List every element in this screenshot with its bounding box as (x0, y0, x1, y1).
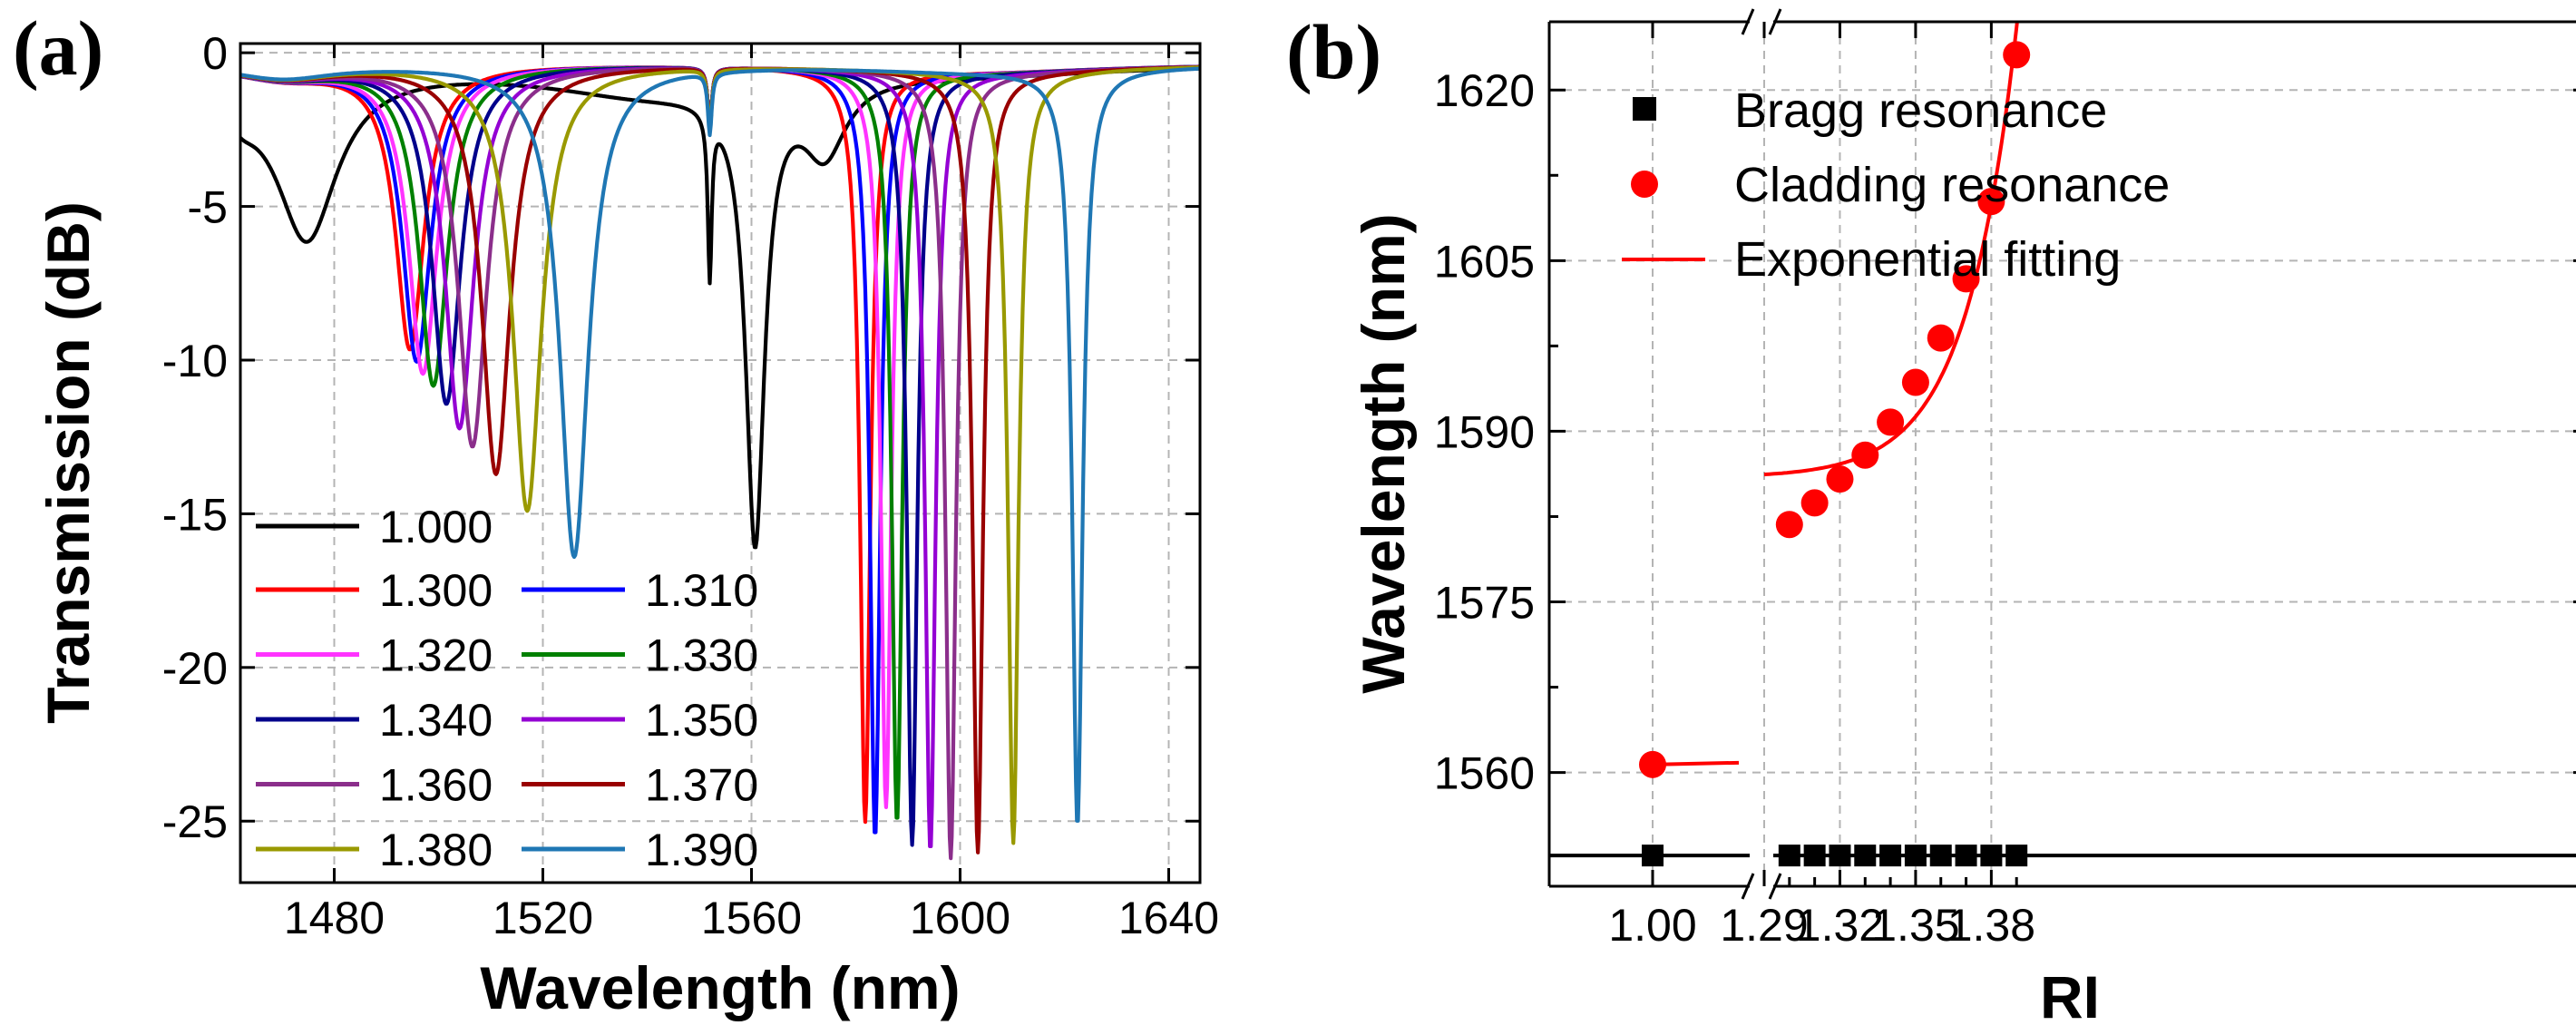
legend-label-1.000: 1.000 (379, 502, 493, 552)
bragg-point (1955, 845, 1977, 867)
panel-b-legend: Bragg resonance Cladding resonance Exponen… (1622, 83, 2170, 287)
cladding-point (1927, 324, 1955, 352)
bragg-point (1803, 845, 1826, 867)
cladding-point (2003, 41, 2031, 69)
axis-break-mark (1741, 873, 1755, 900)
panel-b-frame (1547, 8, 2576, 900)
bragg-point (1642, 845, 1664, 867)
panel-a-y-axis-title: Transmission (dB) (34, 201, 102, 724)
panel-a-y-tick-label: -25 (162, 796, 228, 847)
panel-b-x-axis-title: RI (2040, 963, 2100, 1030)
cladding-point (1826, 465, 1854, 493)
panel-b-label: (b) (1286, 8, 1381, 95)
axis-break-mark (1741, 8, 1755, 35)
panel-a-y-tick-label: -20 (162, 643, 228, 694)
panel-a-curves (240, 64, 1200, 861)
transmission-curve-1.390 (240, 66, 1200, 823)
panel-a-x-tick-label: 1520 (493, 893, 593, 943)
legend-label-1.310: 1.310 (645, 565, 758, 616)
legend-label-1.370: 1.370 (645, 760, 758, 811)
bragg-point (2005, 845, 2028, 867)
cladding-point (1775, 511, 1803, 539)
cladding-point (1851, 441, 1879, 469)
panel-b-x-tick-label: 1.35 (1871, 900, 1959, 951)
panel-a-ticks: 1480 1520 1560 1600 1640 -25 -20 -15 -10 -5 0 (162, 28, 1219, 943)
panel-a-y-tick-label: -10 (162, 336, 228, 386)
panel-b-y-tick-label: 1575 (1434, 578, 1535, 629)
panel-a-y-tick-label: -15 (162, 489, 228, 540)
bragg-point (1904, 845, 1927, 867)
legend-label-fit: Exponential fitting (1734, 232, 2121, 287)
panel-b-y-tick-label: 1605 (1434, 236, 1535, 287)
panel-b-grid (1549, 22, 2576, 886)
panel-a-x-tick-label: 1560 (701, 893, 802, 943)
panel-b-x-tick-label: 1.32 (1796, 900, 1884, 951)
legend-label-1.390: 1.390 (645, 825, 758, 875)
bragg-point (1980, 845, 2003, 867)
cladding-point (1901, 368, 1929, 396)
exponential-fit-line (1763, 22, 2019, 477)
panel-b-x-tick-label: 1.00 (1608, 900, 1696, 951)
panel-a-x-tick-label: 1480 (284, 893, 385, 943)
panel-a-grid (240, 44, 1200, 883)
legend-label-1.350: 1.350 (645, 695, 758, 746)
panel-a-x-tick-label: 1600 (910, 893, 1010, 943)
panel-b-plot (1549, 22, 2576, 867)
legend-label-1.300: 1.300 (379, 565, 493, 616)
panel-a-legend: 1.000 1.300 1.310 1.320 1.330 1.340 1.350 1.360… (256, 502, 758, 875)
cladding-point (1877, 408, 1905, 436)
panel-a-y-tick-label: -5 (188, 182, 228, 233)
cladding-point (1800, 489, 1829, 517)
panel-b-y-tick-label: 1590 (1434, 406, 1535, 457)
exponential-fit-line-left (1652, 760, 1740, 766)
legend-label-1.360: 1.360 (379, 760, 493, 811)
axis-break-mark (1768, 8, 1782, 35)
legend-label-1.380: 1.380 (379, 825, 493, 875)
bragg-point (1854, 845, 1877, 867)
cladding-point (1977, 188, 2005, 216)
legend-label-bragg: Bragg resonance (1734, 83, 2107, 138)
panel-b-y-tick-label: 1560 (1434, 748, 1535, 799)
panel-a: (a) 1480 1520 1560 1600 1640-25-20-15-10-50 … (13, 5, 1219, 1021)
transmission-curve-1.000 (240, 66, 1200, 550)
panel-a-label: (a) (13, 5, 103, 92)
transmission-curve-1.380 (240, 65, 1200, 845)
legend-label-1.340: 1.340 (379, 695, 493, 746)
panel-b-x-tick-label: 1.29 (1720, 900, 1808, 951)
bragg-point (1778, 845, 1800, 867)
legend-label-1.330: 1.330 (645, 630, 758, 681)
bragg-point (1929, 845, 1952, 867)
panel-a-y-tick-label: 0 (202, 28, 228, 79)
bragg-point (1829, 845, 1851, 867)
cladding-point (1952, 265, 1980, 293)
panel-b: (b) 1.00 1.291.321.351.38 1560 1575 1590 1605… (1286, 8, 2576, 1030)
panel-b-y-tick-label: 1620 (1434, 65, 1535, 116)
panel-a-x-axis-title: Wavelength (nm) (480, 954, 960, 1021)
panel-b-y-axis-title: Wavelength (nm) (1350, 213, 1417, 693)
legend-label-cladding: Cladding resonance (1734, 158, 2170, 212)
panel-b-ticks: 1.00 1.291.321.351.38 1560 1575 1590 1605 1620 (1434, 22, 2576, 951)
legend-marker-bragg (1633, 97, 1656, 121)
cladding-point (1639, 750, 1666, 778)
legend-label-1.320: 1.320 (379, 630, 493, 681)
panel-a-frame (239, 42, 1202, 884)
panel-a-x-tick-label: 1640 (1118, 893, 1219, 943)
panel-b-x-tick-label: 1.38 (1947, 900, 2035, 951)
axis-break-mark (1768, 873, 1782, 900)
bragg-point (1879, 845, 1902, 867)
legend-marker-cladding (1631, 171, 1658, 198)
